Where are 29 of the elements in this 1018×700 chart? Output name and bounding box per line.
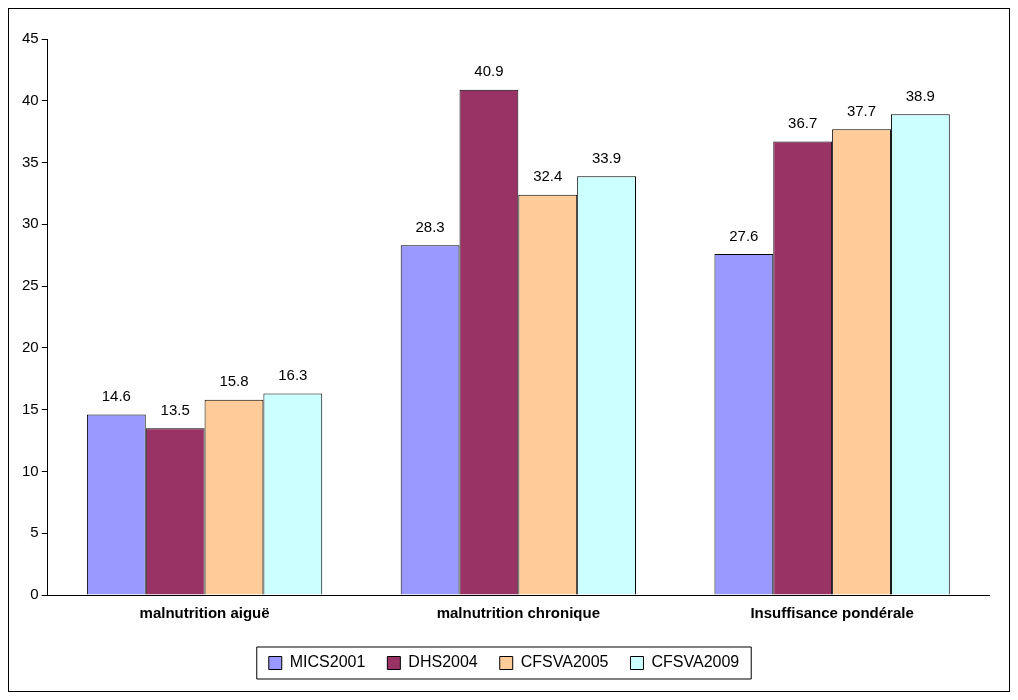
y-tick-label: 20 [22,338,39,356]
y-tick-label: 10 [22,461,39,479]
data-label: 32.4 [533,167,563,185]
data-label: 40.9 [474,62,504,80]
data-label: 16.3 [278,366,308,384]
legend-label: MICS2001 [289,653,366,671]
legend-label: CFSVA2005 [520,653,609,671]
legend-label: DHS2004 [408,653,478,671]
data-label: 27.6 [729,226,759,244]
legend-label: CFSVA2009 [651,653,740,671]
x-tick-label: malnutrition aiguë [139,604,270,622]
data-label: 37.7 [846,101,877,119]
data-label: 36.7 [788,114,818,132]
data-label: 38.9 [905,87,935,105]
y-tick-label: 5 [30,523,39,541]
x-tick-label: Insuffisance pondérale [750,604,914,622]
x-tick-label: malnutrition chronique [436,604,601,622]
data-label: 15.8 [219,372,249,390]
y-tick-label: 40 [22,90,39,108]
y-tick-label: 35 [22,152,39,170]
y-tick-label: 30 [22,214,39,232]
data-label: 28.3 [415,217,445,235]
y-tick-label: 0 [30,585,39,603]
data-label: 33.9 [591,148,622,166]
data-label: 14.6 [101,387,131,405]
y-tick-label: 15 [22,399,39,417]
data-label: 13.5 [160,400,190,418]
y-tick-label: 45 [22,29,39,47]
y-tick-label: 25 [22,276,39,294]
